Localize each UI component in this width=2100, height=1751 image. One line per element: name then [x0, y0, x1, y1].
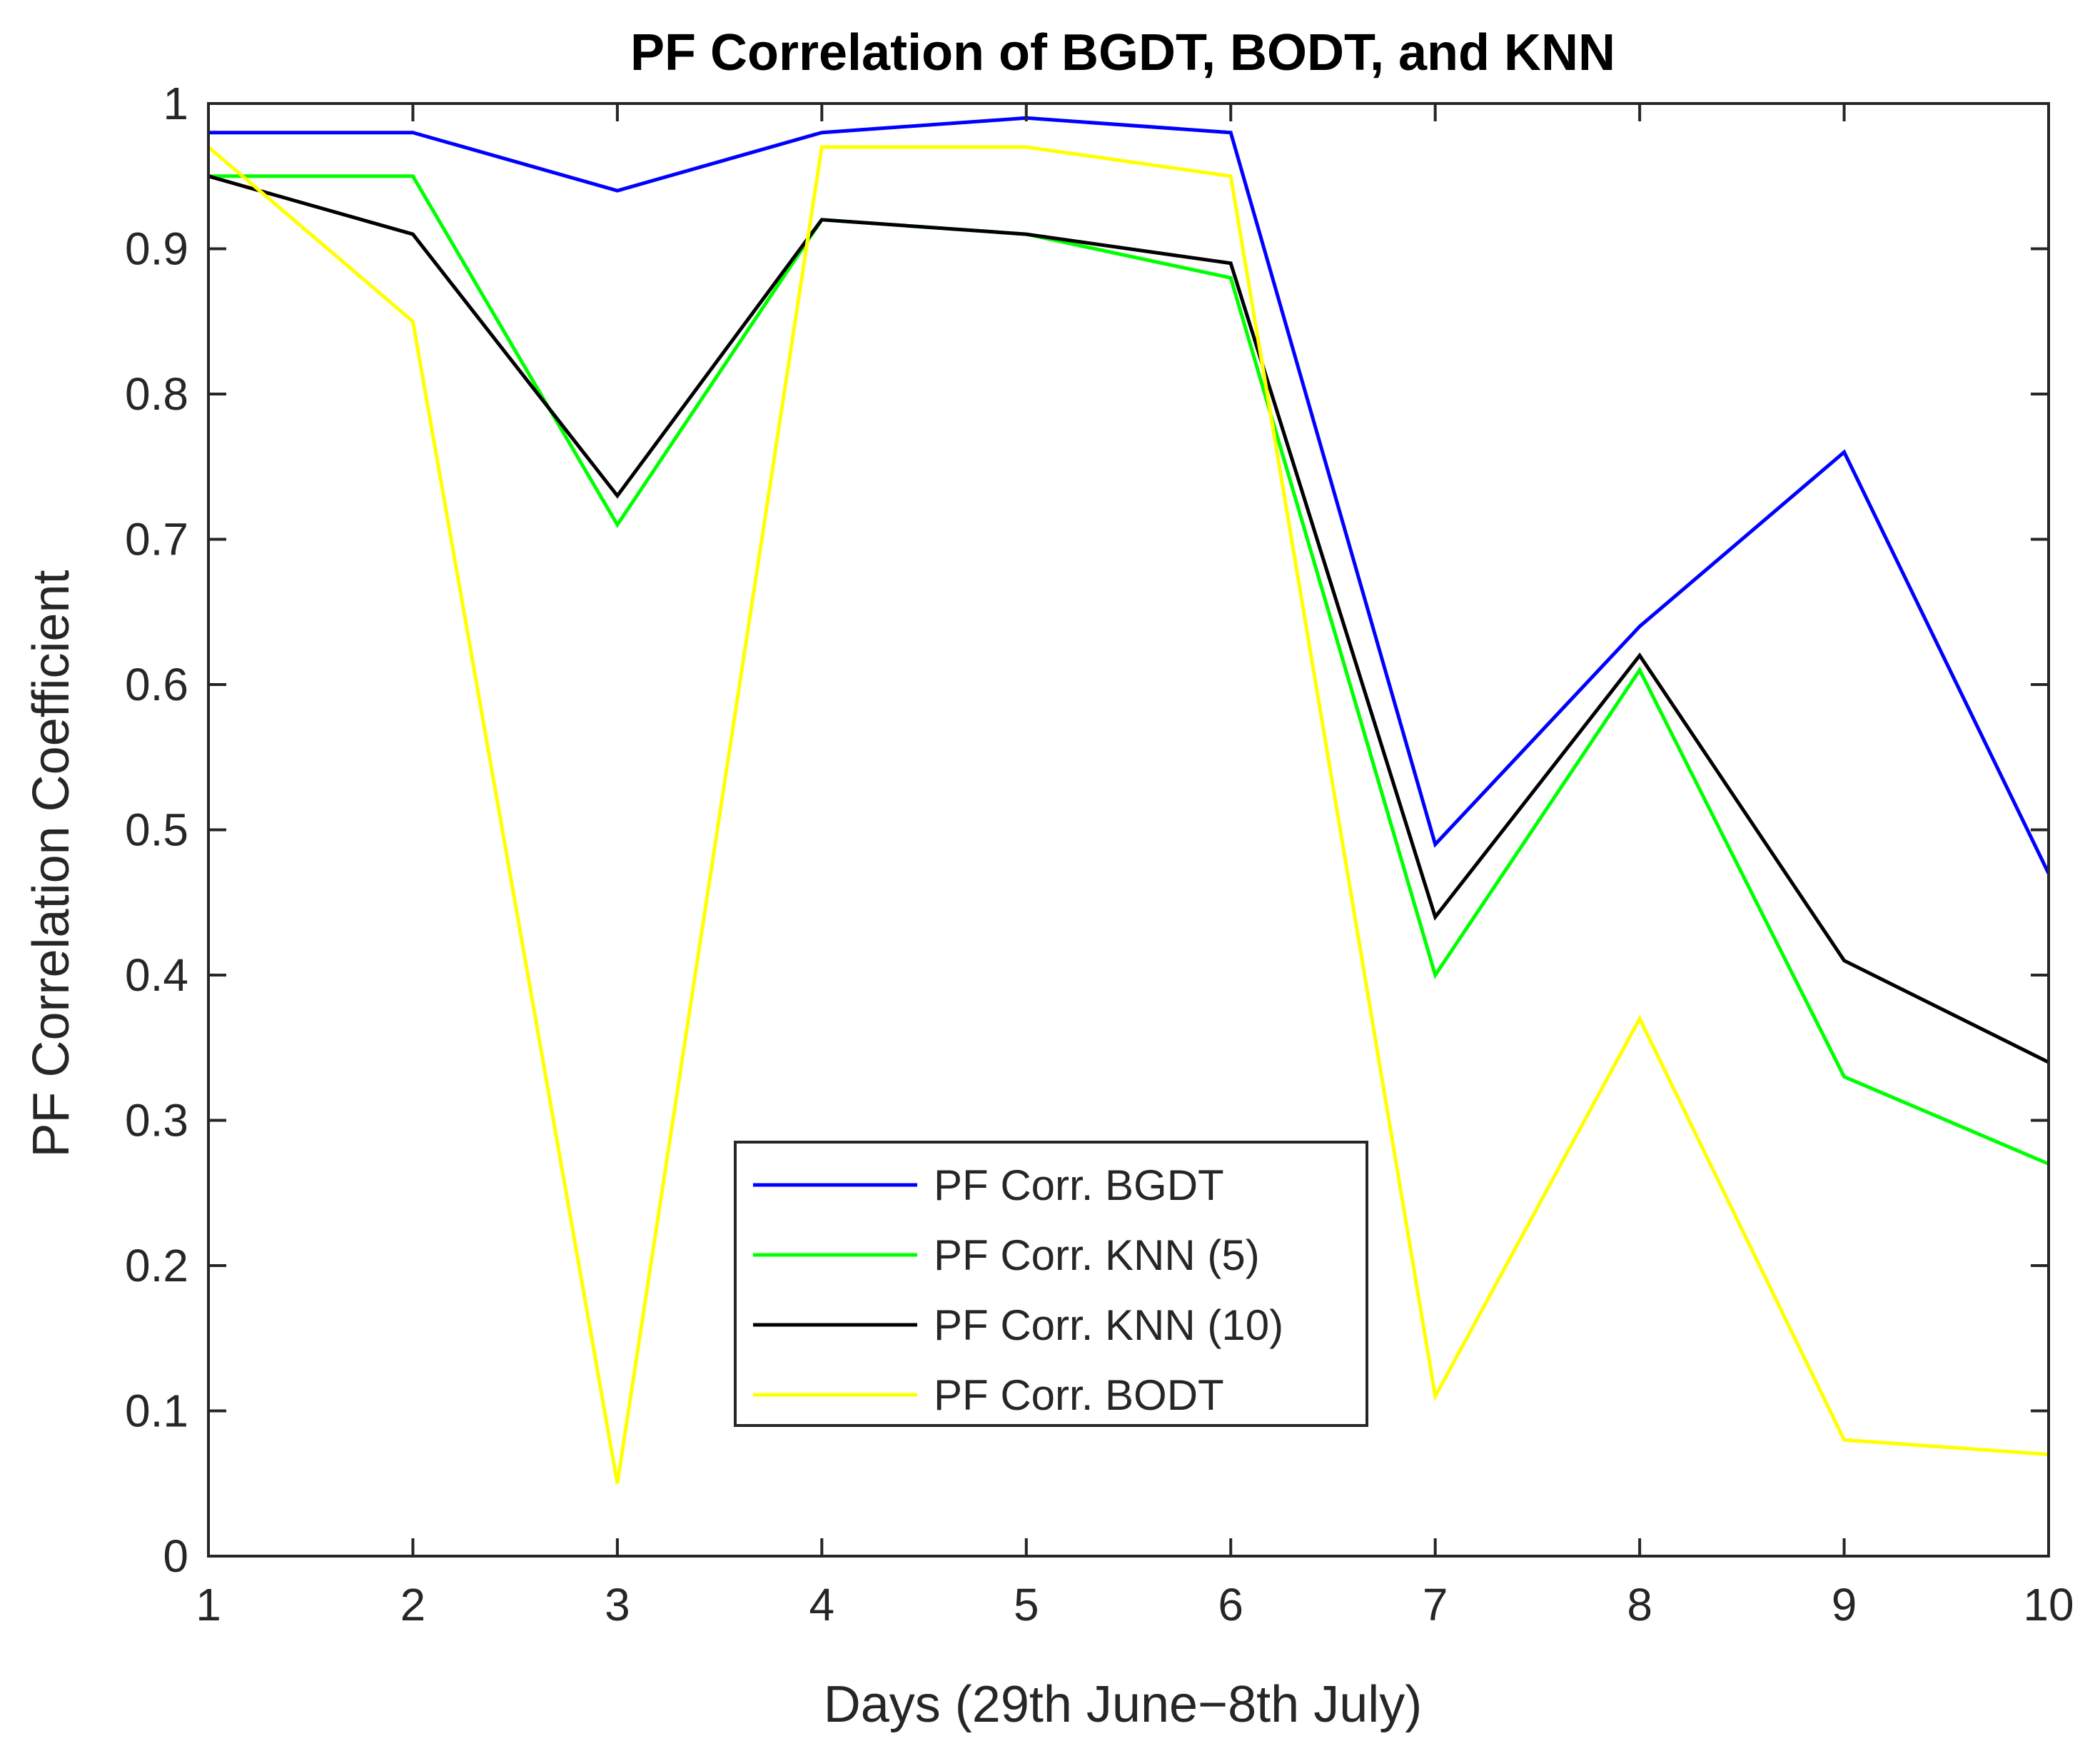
- x-axis-label: Days (29th June−8th July): [824, 1676, 1422, 1733]
- y-tick-label: 0.5: [125, 804, 188, 856]
- x-tick-label: 6: [1218, 1579, 1243, 1630]
- series-line-1: [208, 116, 2051, 874]
- x-tick-label: 3: [605, 1579, 630, 1630]
- y-tick-label: 0.7: [125, 514, 188, 565]
- x-tick-label: 2: [400, 1579, 426, 1630]
- legend-label-1: PF Corr. BGDT: [934, 1161, 1224, 1209]
- y-tick-label: 0.1: [125, 1386, 188, 1437]
- series-group: [207, 116, 2051, 1484]
- x-tick-label: 8: [1627, 1579, 1652, 1630]
- y-axis: 0 0.1 0.2 0.3 0.4 0.5 0.6 0.7 0.8 0.9 1: [125, 78, 2049, 1582]
- x-axis: 1 2 3 4 5 6 7 8 9 10: [196, 104, 2074, 1630]
- chart-title: PF Correlation of BGDT, BODT, and KNN: [630, 24, 1615, 81]
- x-tick-label: 1: [196, 1579, 221, 1630]
- legend: PF Corr. BGDT PF Corr. KNN (5) PF Corr. KN…: [734, 1141, 1368, 1427]
- y-tick-label: 0.4: [125, 949, 188, 1001]
- y-tick-label: 0.6: [125, 659, 188, 710]
- y-tick-label: 0.3: [125, 1095, 188, 1146]
- legend-label-2: PF Corr. KNN (5): [934, 1231, 1260, 1279]
- series-line-3: [208, 174, 2050, 1064]
- legend-label-4: PF Corr. BODT: [934, 1371, 1224, 1419]
- y-tick-label: 0: [163, 1530, 188, 1582]
- x-tick-label: 9: [1832, 1579, 1857, 1630]
- series-line-4: [207, 145, 2049, 1484]
- y-tick-label: 0.2: [125, 1240, 188, 1291]
- legend-label-3: PF Corr. KNN (10): [934, 1301, 1283, 1349]
- y-tick-label: 0.9: [125, 223, 188, 275]
- y-tick-label: 0.8: [125, 368, 188, 420]
- series-line-2: [208, 174, 2049, 1166]
- x-tick-label: 10: [2023, 1579, 2074, 1630]
- legend-box: [734, 1141, 1368, 1427]
- y-axis-label: PF Correlation Coefficient: [23, 570, 80, 1157]
- y-tick-label: 1: [163, 78, 188, 129]
- x-tick-label: 4: [809, 1579, 835, 1630]
- x-tick-label: 7: [1423, 1579, 1448, 1630]
- x-tick-label: 5: [1014, 1579, 1039, 1630]
